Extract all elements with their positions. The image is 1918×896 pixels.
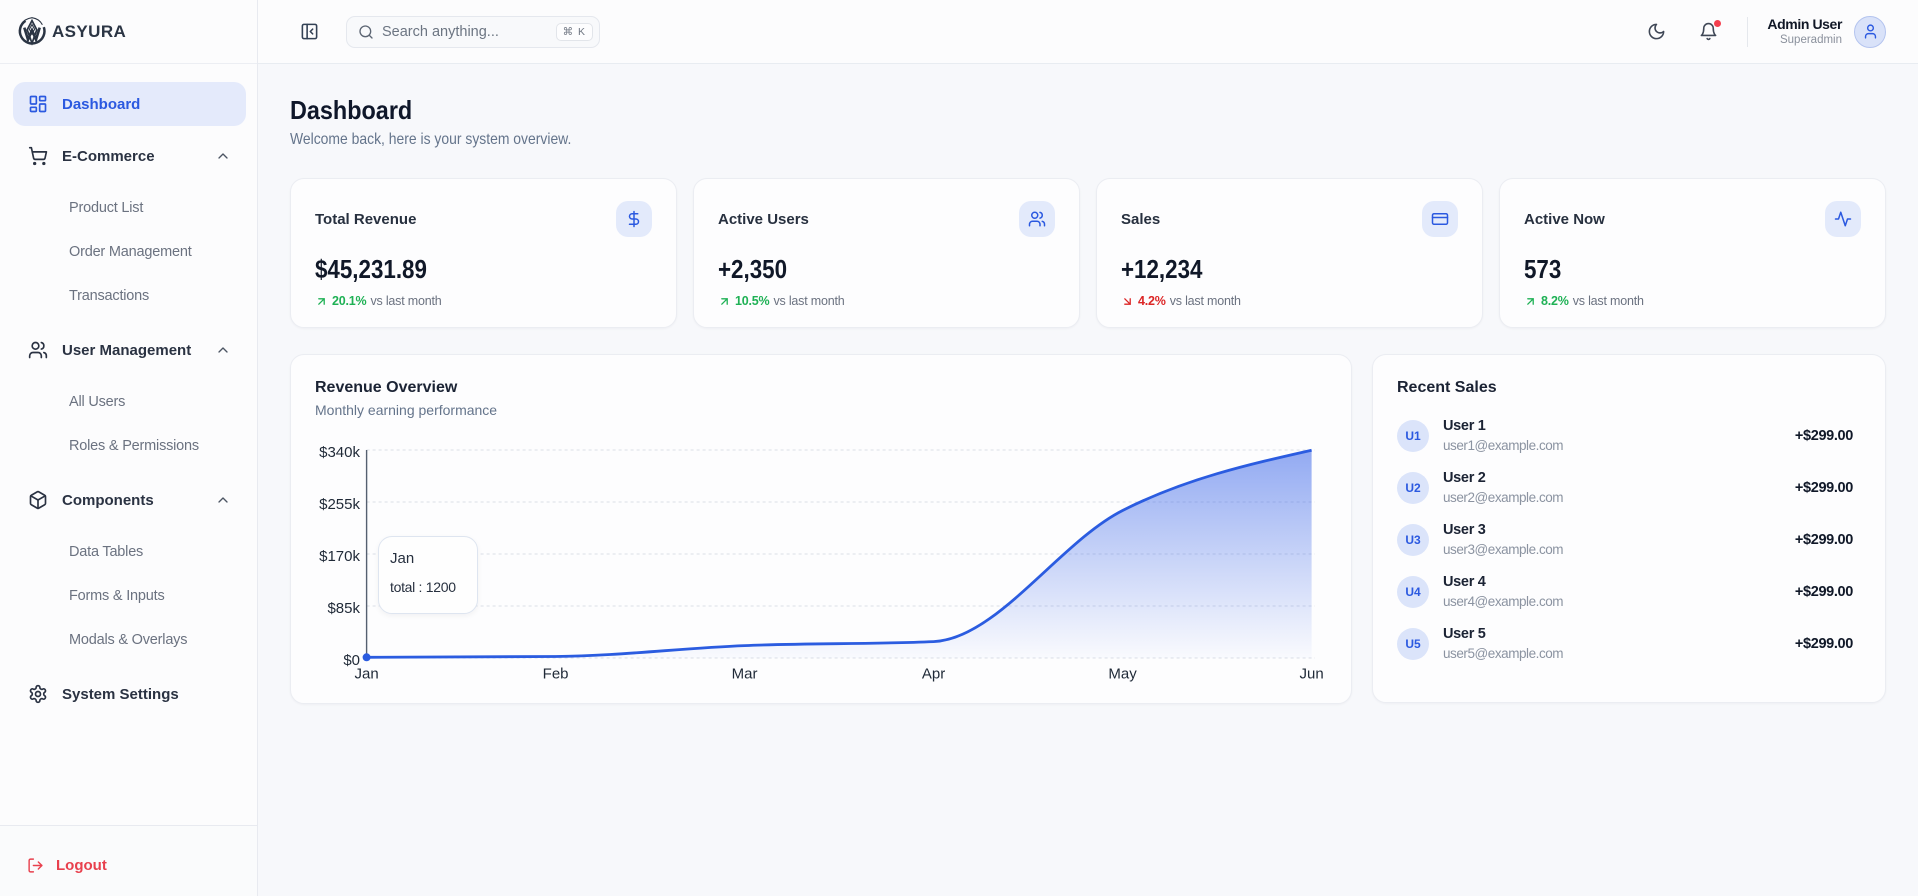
svg-text:Jan: Jan <box>355 666 379 683</box>
svg-text:$85k: $85k <box>327 600 360 617</box>
svg-text:Feb: Feb <box>543 666 569 683</box>
svg-text:Jun: Jun <box>1300 666 1323 683</box>
svg-text:Apr: Apr <box>922 666 945 683</box>
svg-text:Mar: Mar <box>732 666 758 683</box>
svg-text:$0: $0 <box>343 652 360 669</box>
svg-text:$255k: $255k <box>319 496 360 513</box>
svg-text:May: May <box>1108 666 1137 683</box>
svg-text:$340k: $340k <box>319 444 360 461</box>
svg-text:$170k: $170k <box>319 548 360 565</box>
